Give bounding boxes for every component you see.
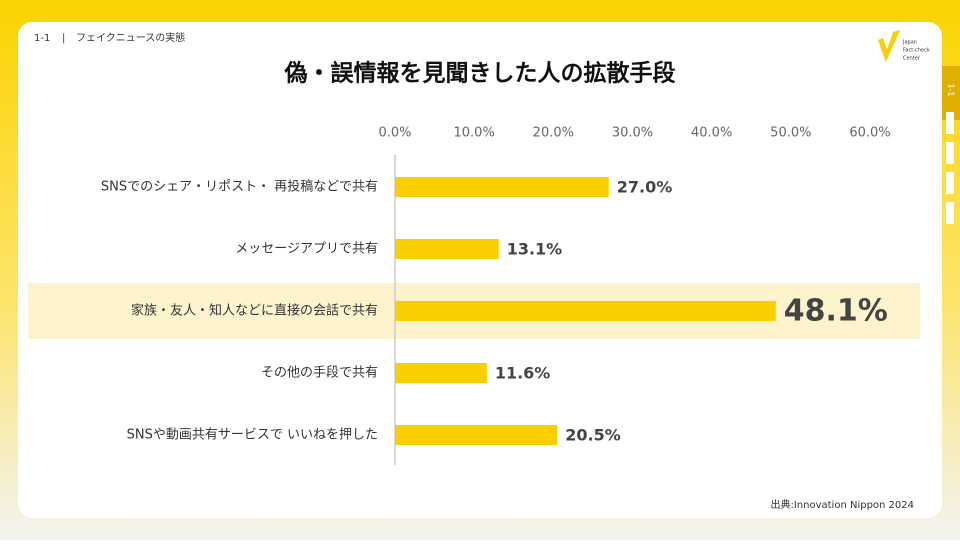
card — [18, 22, 942, 518]
tab-marker — [946, 172, 954, 194]
x-tick-label: 30.0% — [612, 126, 653, 141]
source: 出典:Innovation Nippon 2024 — [770, 498, 914, 511]
value-label: 27.0% — [617, 178, 673, 197]
bar — [395, 177, 609, 197]
logo-mark — [878, 30, 900, 62]
tab-marker — [946, 202, 954, 224]
category-label: 家族・友人・知人などに直接の会話で共有 — [131, 303, 378, 319]
x-tick-label: 60.0% — [849, 126, 890, 141]
bar — [395, 239, 499, 259]
x-tick-label: 0.0% — [378, 126, 411, 141]
tab — [942, 66, 960, 120]
x-tick-label: 10.0% — [454, 126, 495, 141]
section-number: 1-1 — [34, 33, 50, 44]
category-label: SNSや動画共有サービスで いいねを押した — [127, 428, 378, 443]
bar — [395, 301, 776, 321]
tab-label: 1-1 — [947, 83, 956, 96]
x-tick-label: 50.0% — [770, 126, 811, 141]
separator: | — [62, 33, 65, 44]
category-label: その他の手段で共有 — [261, 366, 378, 381]
bar — [395, 425, 558, 445]
value-label: 20.5% — [565, 426, 621, 445]
value-label: 11.6% — [495, 364, 551, 383]
chart-title: 偽・誤情報を見聞きした人の拡散手段 — [284, 60, 676, 87]
tab-marker — [946, 112, 954, 134]
section-topic: フェイクニュースの実態 — [76, 31, 185, 44]
tab-marker — [946, 142, 954, 164]
logo-text: Center — [903, 56, 921, 62]
category-label: SNSでのシェア・リポスト・ 再投稿などで共有 — [101, 179, 378, 195]
x-tick-label: 20.0% — [533, 126, 574, 141]
logo-text: Japan — [902, 40, 917, 46]
bar — [395, 363, 487, 383]
x-tick-label: 40.0% — [691, 126, 732, 141]
logo-text: Fact-check — [903, 48, 930, 54]
category-label: メッセージアプリで共有 — [235, 242, 378, 257]
value-label: 13.1% — [507, 240, 563, 259]
value-label: 48.1% — [784, 294, 888, 329]
